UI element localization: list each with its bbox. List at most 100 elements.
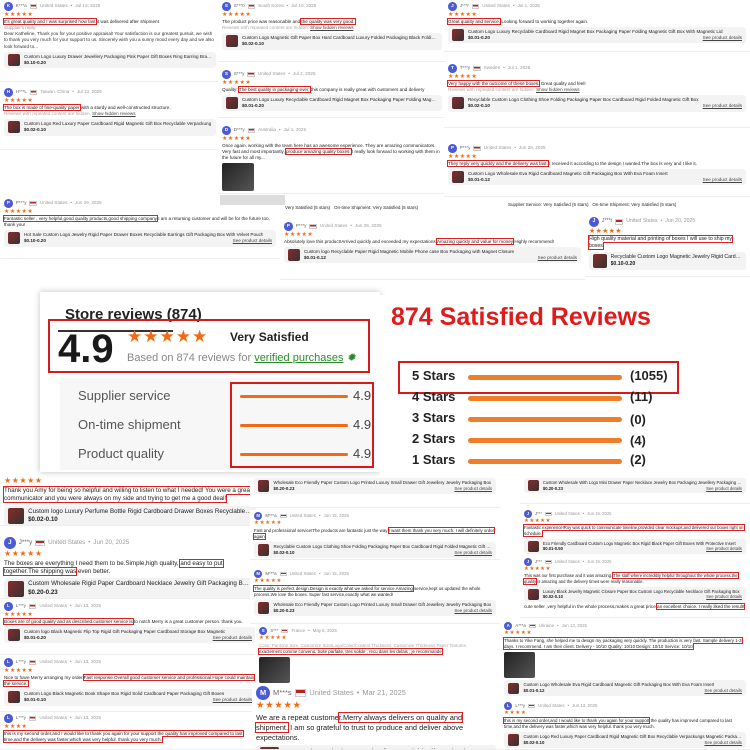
review-text-after: service,kept us updated the whole proces… (254, 586, 481, 598)
product-price: $0.02-0.10 (28, 515, 58, 523)
product-thumbnail (8, 507, 25, 524)
product-link[interactable]: Hot Sale Custom Logo Jewelry Rigid Paper… (4, 230, 276, 247)
country-flag-icon (35, 539, 46, 546)
review-photo[interactable] (222, 163, 255, 191)
avatar: P (284, 222, 293, 231)
see-product-details-link[interactable]: See product details (702, 103, 742, 109)
product-thumbnail (226, 35, 238, 48)
see-product-details-link[interactable]: See product details (706, 485, 742, 491)
review-header: D D***y Australia • Jul 1, 2025 (222, 126, 442, 135)
review-date: Jul 2, 2025 (293, 71, 316, 77)
review-card: J J***y United States • Jun 20, 2025 ★★★★★ The… (0, 535, 260, 599)
avatar: S (222, 70, 231, 79)
product-link[interactable]: Wholesale Eco Friendly Paper Custom Logo… (254, 478, 496, 494)
product-link[interactable]: Custom Logo Red Luxury Paper Cardboard R… (4, 119, 216, 136)
review-card: S S*** France • May 6, 2025 ★★★★★ Color: Panto… (255, 625, 495, 685)
product-link[interactable]: Custom Logo Black Magnetic Book Shape Bo… (4, 689, 256, 706)
review-card: L L***y United States • Jun 13, 2025 ★★★★★ Box… (0, 600, 260, 655)
show-hidden-reviews-link[interactable]: Show hidden reviews (92, 111, 136, 116)
star-rating-icons: ★★★★★ (256, 700, 302, 712)
see-product-details-link[interactable]: See product details (702, 177, 742, 183)
product-price: $0.02-0.10 (241, 41, 264, 47)
product-link[interactable]: Wholesale Eco Friendly Paper Custom Logo… (254, 599, 496, 616)
see-product-details-link[interactable]: See product details (706, 594, 742, 600)
review-country: United States (554, 511, 580, 517)
product-link[interactable]: Custom logo Black Magnetic Flip Top Rigi… (4, 627, 256, 644)
see-product-details-link[interactable]: See product details (704, 688, 742, 694)
review-date: Jun 13, 2025 (74, 603, 102, 609)
summary-text: On-time Shipment: Very Satisfied (5 star… (334, 205, 419, 210)
product-thumbnail (258, 480, 270, 492)
review-photo[interactable] (259, 656, 290, 684)
review-date: Jun 15, 2025 (587, 511, 612, 517)
product-link[interactable]: Custom logo Recyclable Paper Rigid Magne… (284, 247, 581, 264)
review-text: Thank you Amy for being so helpful and w… (3, 485, 256, 504)
review-text: This was our first purchase and it was a… (523, 572, 746, 585)
product-link[interactable]: Custom Logo Luxury Recyclable Cardboard … (222, 95, 442, 112)
product-name: Custom Logo Luxury Recyclable Cardboard … (467, 29, 723, 34)
review-text: Great quality and service. Looking forwa… (446, 17, 746, 25)
review-card: L L***y United States • Jun 13, 2025 ★★★★ this… (0, 712, 260, 750)
country-flag-icon (544, 559, 552, 565)
product-info: Custom Wholesale Rigid Paper Cardboard N… (28, 580, 252, 597)
product-link[interactable]: Custom Logo Red Luxury Paper Cardboard R… (504, 731, 746, 748)
product-link[interactable]: Eco Friendly Cardboard Custom Logo Magne… (524, 538, 746, 555)
show-hidden-reviews-link[interactable]: Show hidden reviews (310, 25, 354, 30)
see-product-details-link[interactable]: See product details (212, 697, 252, 703)
product-link[interactable]: Custom Logo Wholesale Eva Rigid Cardboar… (448, 169, 746, 186)
show-hidden-reviews-link[interactable]: Show hidden reviews (536, 87, 580, 92)
review-photo[interactable] (504, 651, 535, 679)
review-date: May 6, 2025 (312, 628, 337, 634)
review-text: The product price was reasonable and the… (222, 17, 442, 25)
store-reviews-tab[interactable]: Store reviews (874) (65, 306, 202, 323)
hidden-reviews-note: Reviews with repeated content are hidden… (222, 25, 442, 31)
see-product-details-link[interactable]: See product details (537, 255, 577, 261)
see-product-details-link[interactable]: See product details (454, 549, 492, 555)
review-card: K K***a United States • Jul 13, 2025 ★★★★★ It'… (0, 0, 220, 82)
avatar: J (589, 217, 599, 227)
review-card: H H***L Taiwan, China • Jul 13, 2025 ★★★★★ The… (0, 86, 220, 150)
review-text-after: to notch.Merry is a great customer perso… (132, 618, 243, 624)
avatar: T (448, 64, 457, 73)
product-price: $0.01-0.10 (23, 697, 46, 703)
avatar: L (504, 702, 513, 711)
product-price: $0.01-0.20 (241, 103, 264, 109)
metric-bar (240, 395, 348, 398)
product-thumbnail (8, 629, 20, 642)
see-product-details-link[interactable]: See product details (454, 607, 492, 613)
product-link[interactable]: Recyclable Custom Logo Clothing Shoe Fol… (448, 95, 746, 112)
supplier-reply-text: Dear Katheline, Thank you for your posit… (4, 31, 214, 49)
review-highlight: produce amazing quality boxes. (285, 148, 352, 155)
product-price: $0.20-0.23 (28, 588, 58, 596)
product-link[interactable]: Custom Wholesale With Logo Mini Drawer P… (524, 478, 746, 494)
see-product-details-link[interactable]: See product details (212, 635, 252, 641)
product-link[interactable]: Luxury Black Jewelry Magnetic Closure Pa… (524, 586, 746, 603)
product-link[interactable]: Custom logo Black Magnetic Flip Top Rigi… (256, 744, 496, 749)
product-link[interactable]: Custom Logo Magnetic Gift Paper Box Hard… (222, 33, 442, 50)
product-link[interactable]: Custom Logo Wholesale Eva Rigid Cardboar… (504, 680, 746, 697)
star-rating-icons: ★★★★★ (448, 153, 478, 160)
review-text-before: Quality: (222, 86, 239, 92)
product-link[interactable]: Custom logo Luxury Perfume Bottle Rigid … (4, 505, 256, 525)
see-product-details-link[interactable]: See product details (704, 739, 742, 745)
product-link[interactable]: Recyclable Custom Logo Magnetic Jewelry … (589, 252, 746, 271)
hidden-note-text: Reviews with repeated content are hidden… (4, 111, 91, 116)
see-product-details-link[interactable]: See product details (706, 546, 742, 552)
review-card: J J*** United States • Jun 15, 2025 ★★★★★ This… (520, 556, 750, 608)
product-thumbnail (452, 97, 464, 110)
review-text: Fantastic experience!Roy was quick to co… (523, 524, 746, 537)
review-text: cute seller ,very helpful in the whole p… (524, 603, 746, 610)
product-link[interactable]: Custom Logo Luxury Recyclable Cardboard … (448, 27, 746, 44)
product-link[interactable]: Custom Wholesale Rigid Paper Cardboard N… (4, 578, 256, 598)
product-link[interactable]: Recyclable Custom Logo Clothing Shoe Fol… (254, 541, 496, 558)
overall-score: 4.9 (58, 327, 114, 371)
product-info: Wholesale Eco Friendly Paper Custom Logo… (273, 480, 491, 492)
review-text: Boxes are of good quality and as describ… (3, 617, 256, 625)
see-product-details-link[interactable]: See product details (454, 485, 492, 491)
see-product-details-link[interactable]: See product details (702, 35, 742, 41)
verified-purchases-link[interactable]: verified purchases (254, 352, 344, 364)
review-text-after: I am so grateful to trust to produce and… (256, 723, 464, 742)
see-product-details-link[interactable]: See product details (232, 238, 272, 244)
product-link[interactable]: Custom Logo Luxury Drawer Jewellery Pack… (4, 51, 216, 69)
metric-value: 4.9 (353, 417, 372, 432)
